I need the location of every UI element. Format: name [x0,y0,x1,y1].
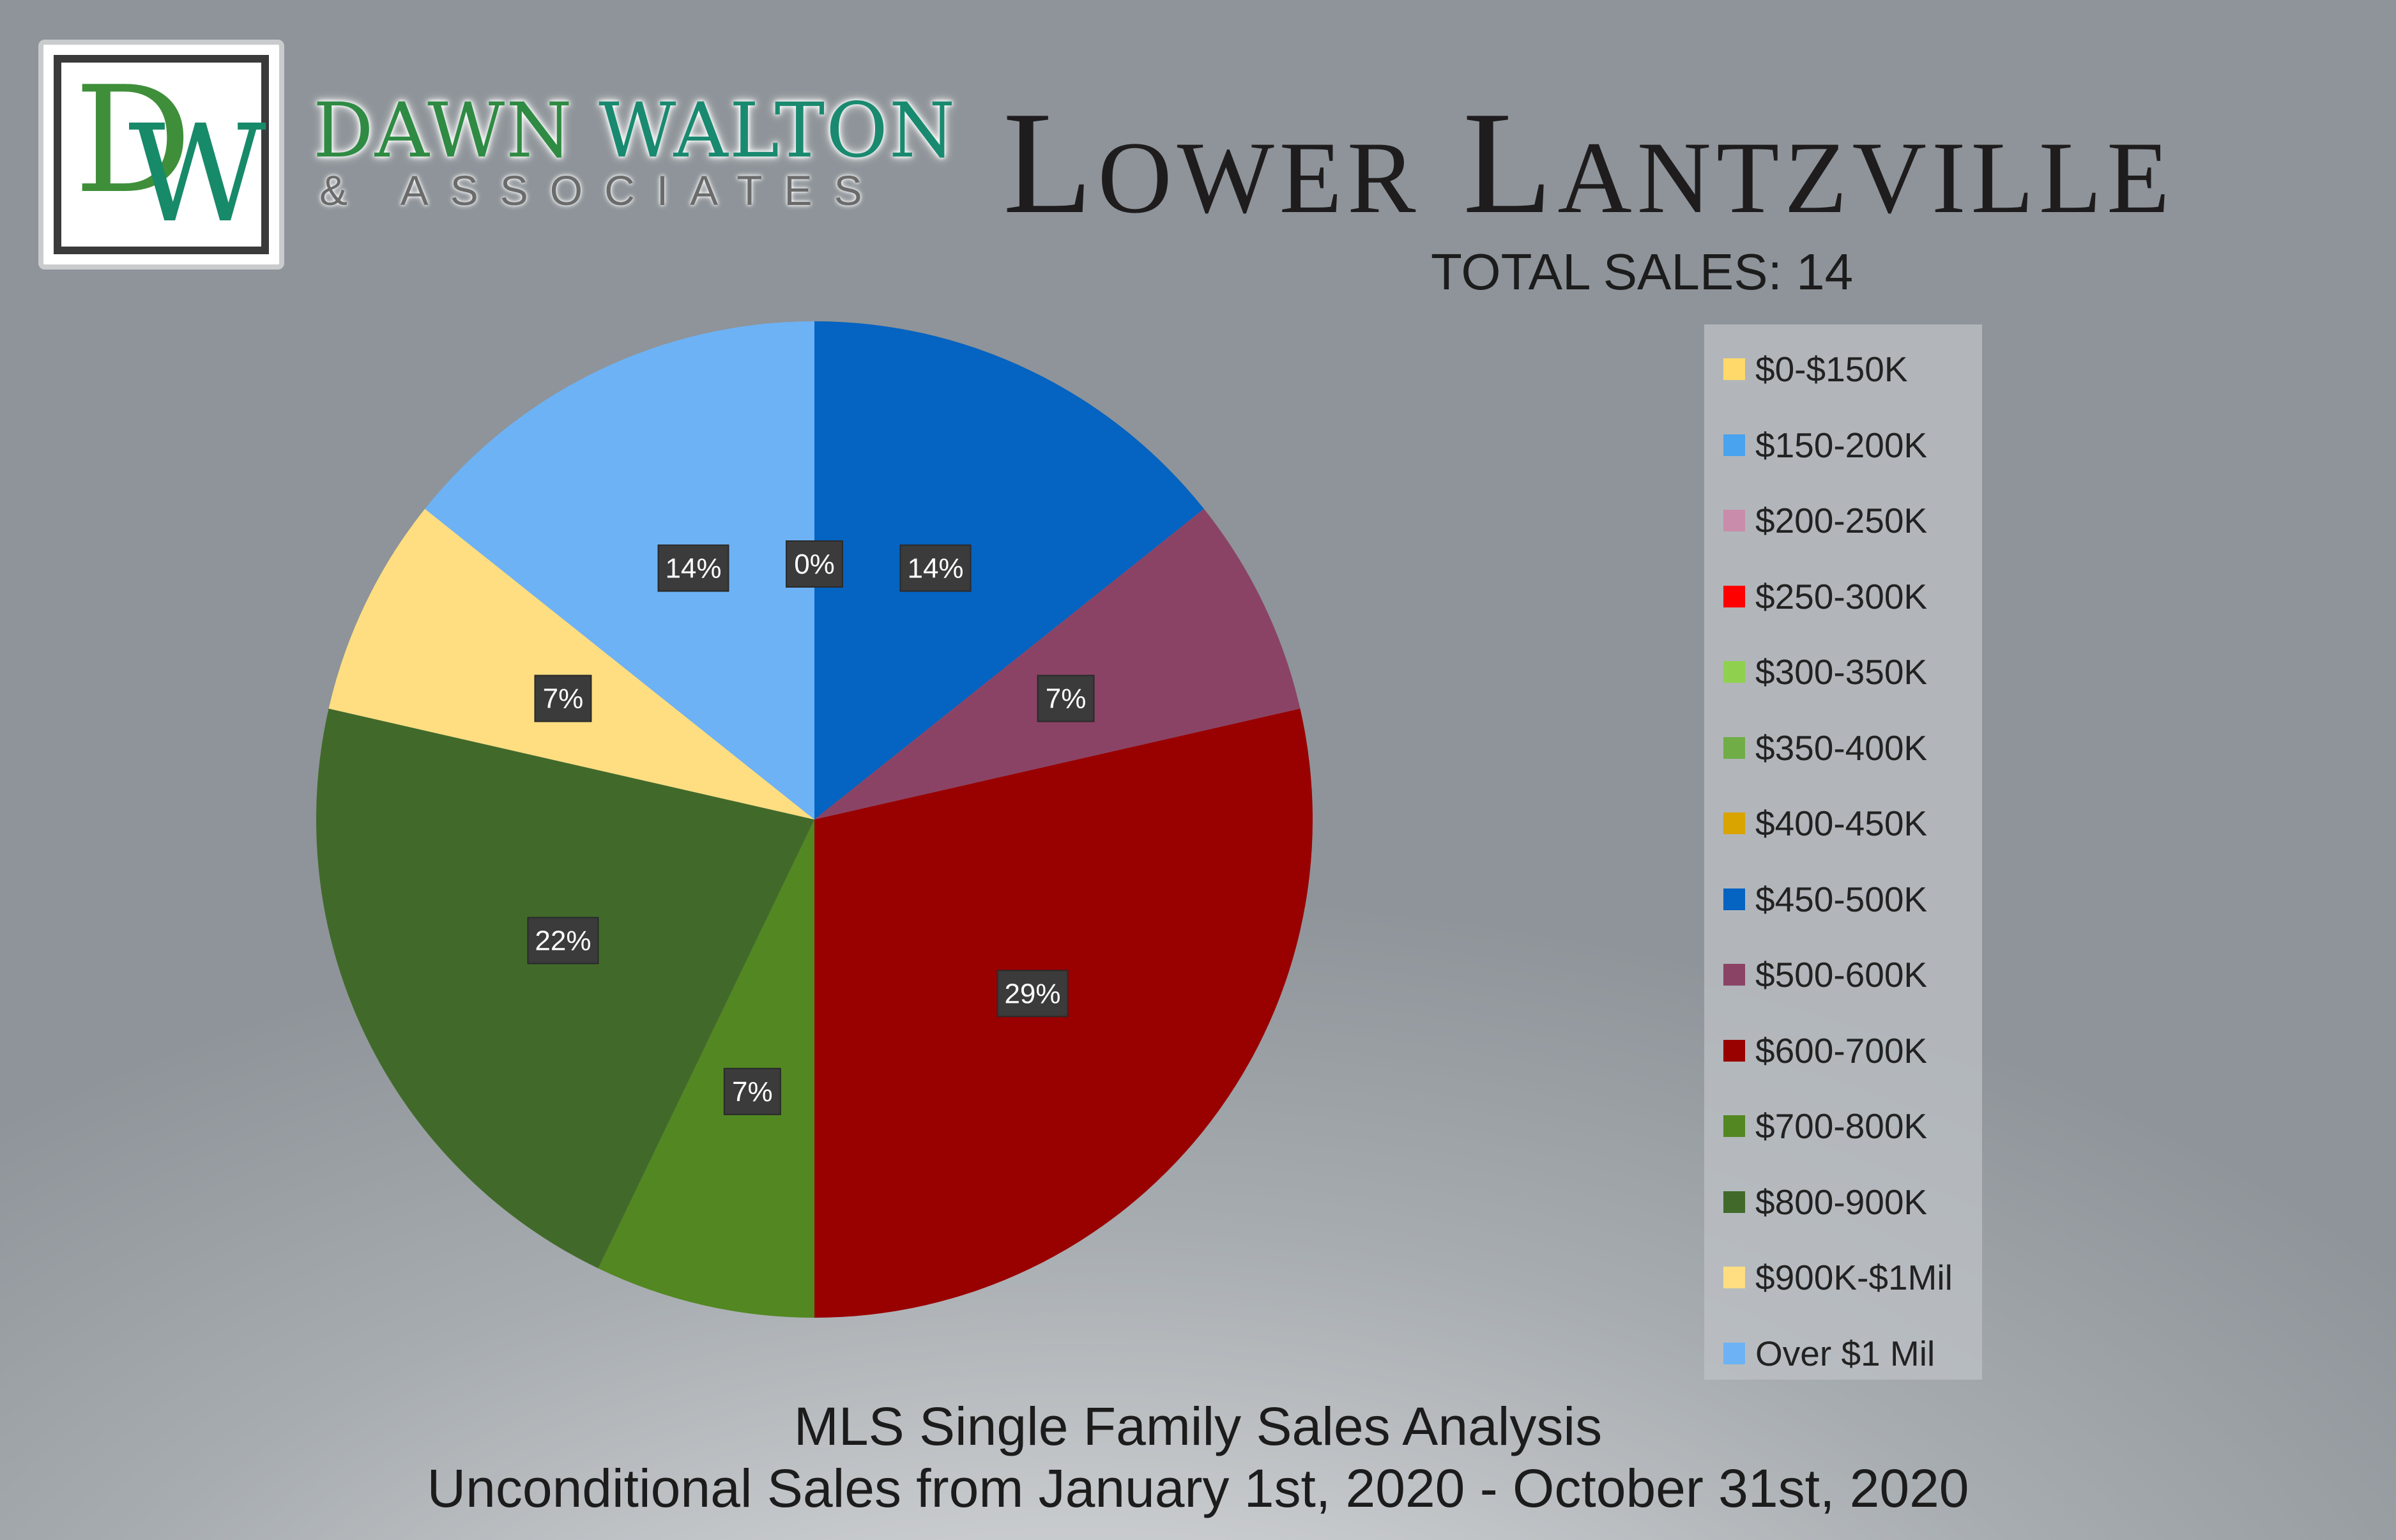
footer-title: MLS Single Family Sales Analysis [793,1396,1603,1456]
page-title: Lower Lantzville [1003,81,2175,244]
pie-label-box [723,1067,781,1115]
pie-label-box [657,544,729,592]
legend-swatch [1723,812,1745,834]
pie-slice-over-1-mil [425,321,814,820]
legend-label: $500-600K [1755,955,1928,995]
legend-label: $900K-$1Mil [1755,1258,1953,1297]
legend-item-900k-1mil: $900K-$1Mil [1723,1255,1953,1300]
legend-item-800-900k: $800-900K [1723,1180,1927,1224]
legend-item-200-250k: $200-250K [1723,498,1927,543]
legend-label: $400-450K [1755,804,1928,843]
legend-item-600-700k: $600-700K [1723,1028,1927,1073]
legend-swatch [1723,510,1745,531]
pie-labels: 14% 7% 29% 7% 22% 7% 14% 0% [527,540,1095,1115]
pie-slice-700-800k [598,820,814,1318]
logo: D W [38,40,284,270]
brand-name: DAWN WALTON [313,86,956,174]
pie-label-text: 0% [794,549,835,580]
brand-name-first: DAWN [313,86,574,174]
pie-label-900k-1mil: 7% [534,675,592,722]
pie-label-box [899,544,972,592]
pie-label-text: 14% [665,553,721,584]
legend-label: $150-200K [1755,425,1928,465]
chart-legend: $0-$150K $150-200K $200-250K $250-300K $300-… [1704,324,1982,1380]
pie-slice-500-600k [814,508,1301,820]
legend-swatch [1723,1039,1745,1062]
legend-label: $200-250K [1755,501,1928,540]
legend-label: $700-800K [1755,1106,1928,1146]
legend-label: Over $1 Mil [1755,1333,1935,1373]
logo-letter-w: W [128,96,266,252]
legend-item-450-500k: $450-500K [1723,877,1927,922]
legend-swatch [1723,661,1745,683]
legend-item-0-150k: $0-$150K [1723,347,1908,392]
legend-label: $250-300K [1755,576,1928,616]
pie-label-box [996,970,1069,1018]
legend-swatch [1723,358,1745,380]
pie-slice-800-900k [316,708,814,1269]
legend-label: $0-$150K [1755,349,1908,389]
legend-label: $800-900K [1755,1182,1928,1222]
legend-swatch [1723,964,1745,986]
legend-item-400-450k: $400-450K [1723,801,1927,846]
legend-item-250-300k: $250-300K [1723,574,1927,619]
legend-item-150-200k: $150-200K [1723,423,1927,468]
legend-item-350-400k: $350-400K [1723,726,1927,770]
pie-label-800-900k: 22% [527,917,599,964]
legend-swatch [1723,736,1745,759]
legend-item-500-600k: $500-600K [1723,952,1927,997]
legend-swatch [1723,888,1745,910]
pie-label-0-150k: 0% [786,540,843,588]
legend-item-over-1-mil: Over $1 Mil [1723,1331,1935,1376]
brand-name-last: WALTON [599,86,957,174]
legend-label: $300-350K [1755,652,1928,692]
pie-slice-450-500k [814,321,1204,820]
total-sales: TOTAL SALES: 14 [1431,243,1854,300]
pie-label-450-500k: 14% [899,544,972,592]
pie-label-over-1-mil: 14% [657,544,729,592]
legend-swatch [1723,1342,1745,1364]
pie-label-text: 22% [535,926,591,957]
legend-item-300-350k: $300-350K [1723,650,1927,694]
legend-swatch [1723,585,1745,607]
legend-item-700-800k: $700-800K [1723,1104,1927,1148]
logo-letter-d: D [74,56,192,226]
legend-label: $350-400K [1755,728,1928,768]
legend-swatch [1723,1115,1745,1137]
brand-subtitle: & ASSOCIATES [319,167,884,214]
legend-swatch [1723,434,1745,456]
pie-label-text: 14% [907,553,963,584]
legend-label: $450-500K [1755,879,1928,919]
pie-label-box [534,675,592,722]
footer-subtitle: Unconditional Sales from January 1st, 20… [427,1458,1969,1518]
legend-swatch [1723,1191,1745,1213]
pie-label-text: 7% [1046,683,1087,714]
pie-label-text: 7% [543,683,584,714]
legend-swatch [1723,1267,1745,1288]
pie-label-600-700k: 29% [996,970,1069,1018]
pie-label-500-600k: 7% [1037,675,1095,722]
pie-label-box [786,540,843,588]
pie-slices [316,321,1313,1318]
pie-slice-900k-1mil [328,508,814,820]
pie-label-700-800k: 7% [723,1067,781,1115]
pie-label-box [527,917,599,964]
pie-label-box [1037,675,1095,722]
pie-label-text: 7% [732,1076,773,1108]
pie-label-text: 29% [1004,978,1060,1009]
logo-frame: D W [54,55,269,254]
legend-label: $600-700K [1755,1030,1928,1071]
